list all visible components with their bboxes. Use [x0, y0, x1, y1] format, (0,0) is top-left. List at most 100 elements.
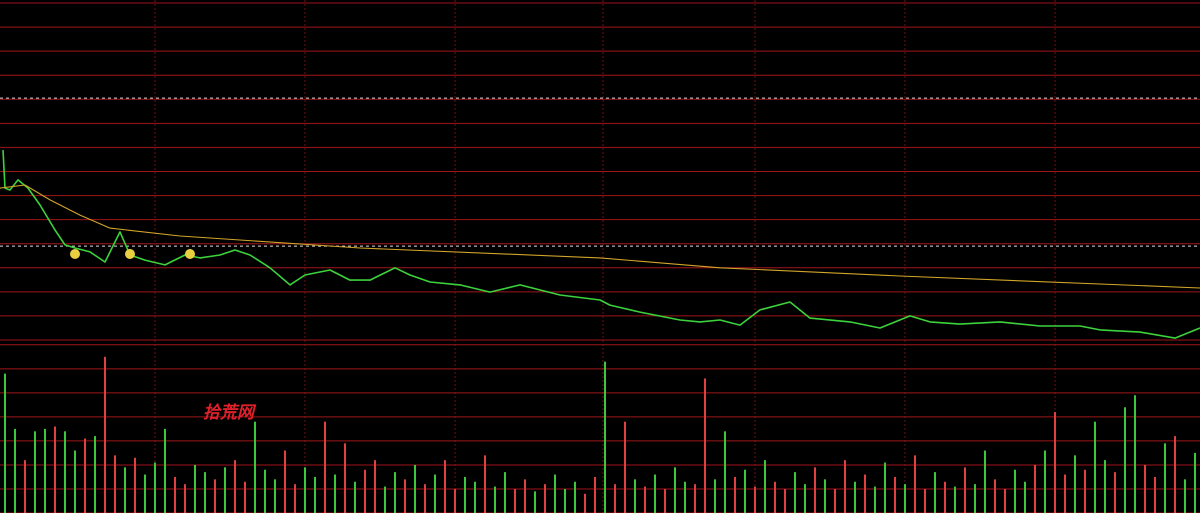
marker: [70, 249, 80, 259]
volume-bar: [1114, 472, 1116, 513]
volume-bar: [424, 484, 426, 513]
volume-bar: [774, 481, 776, 513]
volume-bar: [564, 488, 566, 513]
volume-bar: [404, 479, 406, 513]
volume-bar: [984, 450, 986, 513]
price-line: [0, 184, 1200, 289]
volume-bar: [584, 493, 586, 513]
volume-bar: [1174, 436, 1176, 513]
volume-bar: [184, 484, 186, 513]
volume-bar: [544, 484, 546, 513]
volume-bar: [354, 481, 356, 513]
volume-bar: [1194, 452, 1196, 513]
volume-bar: [1014, 469, 1016, 513]
volume-bar: [244, 481, 246, 513]
volume-bar: [14, 428, 16, 513]
volume-bar: [1034, 464, 1036, 513]
volume-bar: [414, 464, 416, 513]
volume-bar: [864, 474, 866, 513]
volume-bar: [44, 428, 46, 513]
volume-bar: [464, 476, 466, 513]
volume-bar: [654, 474, 656, 513]
volume-bar: [174, 476, 176, 513]
volume-bar: [94, 436, 96, 513]
volume-bar: [314, 476, 316, 513]
volume-bar: [144, 474, 146, 513]
volume-bar: [384, 486, 386, 513]
volume-bar: [934, 472, 936, 513]
volume-bar: [154, 462, 156, 513]
volume-bar: [74, 450, 76, 513]
volume-bar: [134, 457, 136, 513]
volume-bar: [1164, 443, 1166, 513]
volume-bar: [374, 460, 376, 513]
volume-bar: [1104, 460, 1106, 513]
volume-bar: [194, 464, 196, 513]
volume-bar: [1084, 469, 1086, 513]
volume-bar: [694, 484, 696, 513]
volume-bar: [234, 460, 236, 513]
volume-bar: [894, 476, 896, 513]
volume-bar: [294, 484, 296, 513]
volume-bar: [284, 450, 286, 513]
volume-bar: [334, 474, 336, 513]
volume-bar: [304, 467, 306, 513]
volume-bar: [164, 428, 166, 513]
volume-bar: [364, 469, 366, 513]
volume-bar: [454, 488, 456, 513]
volume-bar: [104, 356, 106, 513]
volume-bar: [924, 488, 926, 513]
volume-bar: [1184, 479, 1186, 513]
volume-bar: [264, 469, 266, 513]
volume-bar: [504, 472, 506, 513]
plot: [0, 150, 1200, 513]
volume-bar: [784, 488, 786, 513]
volume-bar: [764, 460, 766, 513]
volume-bar: [274, 479, 276, 513]
volume-bar: [554, 474, 556, 513]
volume-bar: [634, 479, 636, 513]
volume-bar: [324, 421, 326, 513]
volume-bar: [1024, 481, 1026, 513]
volume-bar: [814, 467, 816, 513]
volume-bar: [944, 481, 946, 513]
volume-bar: [1154, 476, 1156, 513]
volume-bar: [704, 378, 706, 513]
volume-bar: [724, 431, 726, 513]
volume-bar: [1144, 464, 1146, 513]
volume-bar: [714, 479, 716, 513]
volume-bar: [494, 486, 496, 513]
volume-bar: [1124, 407, 1126, 513]
volume-bar: [1054, 412, 1056, 513]
volume-bar: [444, 460, 446, 513]
watermark: 拾荒网: [203, 403, 257, 423]
volume-bar: [834, 488, 836, 513]
volume-bar: [84, 438, 86, 513]
volume-bar: [744, 469, 746, 513]
volume-bar: [114, 455, 116, 513]
marker: [125, 249, 135, 259]
volume-bar: [224, 467, 226, 513]
volume-bar: [394, 472, 396, 513]
volume-bar: [64, 431, 66, 513]
volume-bar: [514, 488, 516, 513]
volume-bar: [1134, 395, 1136, 513]
volume-bar: [884, 462, 886, 513]
markers: [70, 249, 195, 259]
volume-bar: [954, 486, 956, 513]
volume-bar: [34, 431, 36, 513]
volume-bar: [914, 455, 916, 513]
volume-bar: [754, 486, 756, 513]
volume-bar: [684, 481, 686, 513]
volume-bar: [644, 486, 646, 513]
price-line: [2, 150, 1200, 339]
volume-bar: [844, 460, 846, 513]
volume-bar: [1074, 455, 1076, 513]
volume-bar: [204, 472, 206, 513]
volume-bar: [474, 481, 476, 513]
volume-bar: [624, 421, 626, 513]
